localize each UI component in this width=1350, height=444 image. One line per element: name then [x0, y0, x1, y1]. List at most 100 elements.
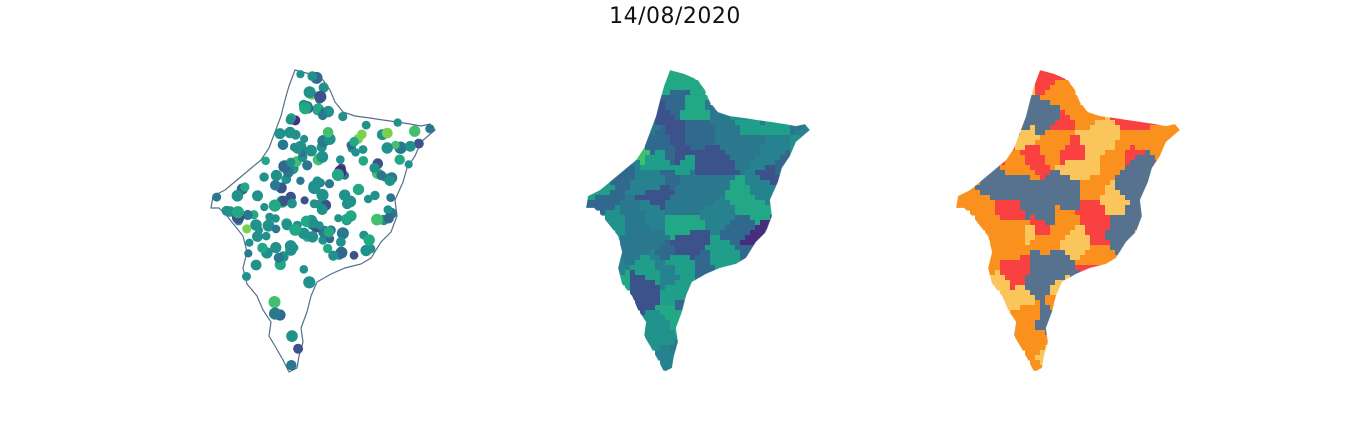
region-cell	[1150, 125, 1156, 131]
region-cell	[995, 190, 1001, 196]
region-cell	[650, 185, 656, 191]
region-cell	[1095, 210, 1101, 216]
region-cell	[1080, 255, 1086, 261]
region-cell	[1140, 170, 1146, 176]
region-cell	[675, 140, 681, 146]
region-cell	[1055, 245, 1061, 251]
region-cell	[635, 185, 641, 191]
region-cell	[1000, 165, 1006, 171]
region-cell	[1030, 365, 1036, 371]
region-cell	[1090, 260, 1096, 266]
region-cell	[1120, 240, 1126, 246]
region-cell	[730, 190, 736, 196]
region-cell	[775, 140, 781, 146]
region-cell	[645, 230, 651, 236]
region-cell	[725, 165, 731, 171]
region-cell	[1065, 230, 1071, 236]
region-cell	[635, 190, 641, 196]
region-cell	[1090, 170, 1096, 176]
region-cell	[1125, 190, 1131, 196]
region-cell	[655, 285, 661, 291]
region-cell	[1020, 150, 1026, 156]
region-cell	[675, 265, 681, 271]
region-cell	[725, 135, 731, 141]
region-cell	[1045, 275, 1051, 281]
region-cell	[730, 195, 736, 201]
region-cell	[765, 220, 771, 226]
station-point	[404, 140, 416, 152]
region-cell	[1095, 225, 1101, 231]
region-cell	[725, 205, 731, 211]
region-cell	[640, 225, 646, 231]
region-cell	[985, 185, 991, 191]
region-cell	[665, 245, 671, 251]
region-cell	[645, 240, 651, 246]
region-cell	[1105, 185, 1111, 191]
region-cell	[1000, 210, 1006, 216]
region-cell	[1140, 190, 1146, 196]
region-cell	[1005, 285, 1011, 291]
region-cell	[710, 195, 716, 201]
region-cell	[665, 355, 671, 361]
region-cell	[625, 285, 631, 291]
region-cell	[645, 320, 651, 326]
region-cell	[740, 255, 746, 261]
region-cell	[700, 180, 706, 186]
station-point	[299, 265, 309, 274]
region-cell	[1025, 290, 1031, 296]
region-cell	[680, 245, 686, 251]
region-cell	[1030, 190, 1036, 196]
region-cell	[620, 245, 626, 251]
region-cell	[755, 185, 761, 191]
region-cell	[620, 195, 626, 201]
region-cell	[1120, 230, 1126, 236]
region-cell	[715, 205, 721, 211]
region-cell	[1070, 145, 1076, 151]
region-cell	[645, 185, 651, 191]
region-cell	[1145, 170, 1151, 176]
region-cell	[690, 110, 696, 116]
region-cell	[1055, 265, 1061, 271]
region-cell	[715, 225, 721, 231]
region-cell	[760, 170, 766, 176]
region-cell	[1035, 170, 1041, 176]
station-point	[334, 214, 343, 223]
region-cell	[1025, 170, 1031, 176]
region-cell	[705, 175, 711, 181]
station-point	[286, 330, 298, 342]
region-cell	[1050, 200, 1056, 206]
region-cell	[1015, 315, 1021, 321]
region-cell	[675, 120, 681, 126]
region-cell	[1055, 85, 1061, 91]
region-cell	[710, 135, 716, 141]
region-cell	[695, 245, 701, 251]
station-point	[252, 190, 263, 202]
region-cell	[1155, 150, 1161, 156]
region-cell	[725, 170, 731, 176]
region-cell	[1130, 125, 1136, 131]
region-cell	[730, 210, 736, 216]
station-point	[250, 219, 262, 231]
region-cell	[956, 200, 961, 206]
region-cell	[630, 210, 636, 216]
region-cell	[645, 335, 651, 341]
station-point	[271, 224, 281, 234]
region-cell	[1035, 215, 1041, 221]
region-cell	[1040, 260, 1046, 266]
region-cell	[1030, 90, 1036, 96]
region-cell	[1015, 170, 1021, 176]
region-cell	[1005, 265, 1011, 271]
region-cell	[1110, 205, 1116, 211]
region-cell	[1020, 330, 1026, 336]
region-cell	[975, 200, 981, 206]
region-cell	[625, 195, 631, 201]
region-cell	[665, 180, 671, 186]
region-cell	[750, 190, 756, 196]
region-cell	[655, 295, 661, 301]
region-cell	[770, 135, 776, 141]
region-cell	[1055, 275, 1061, 281]
region-cell	[655, 255, 661, 261]
region-cell	[680, 195, 686, 201]
region-cell	[700, 245, 706, 251]
region-cell	[1040, 200, 1046, 206]
